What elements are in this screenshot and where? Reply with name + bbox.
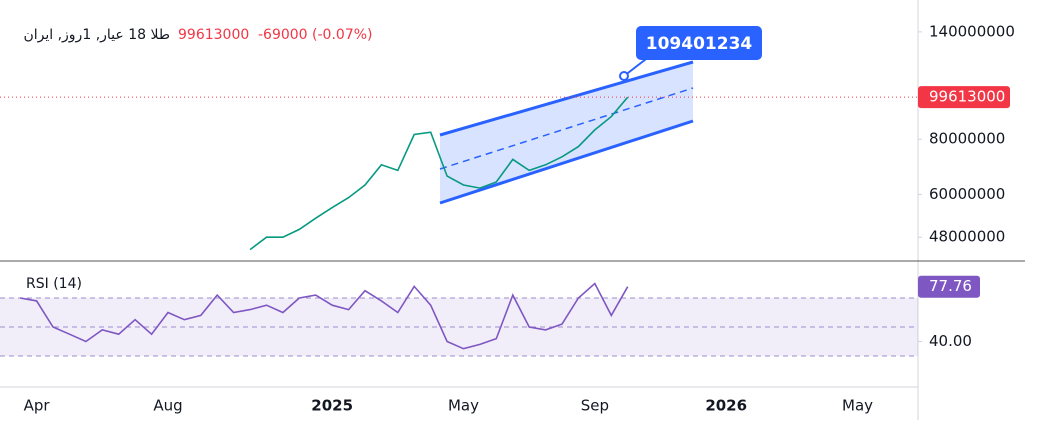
last-price-box [918, 86, 1010, 109]
channel-bottom [439, 119, 694, 205]
y-tick-label: 140000000 [929, 22, 1015, 40]
rsi-value-label: 77.76 [929, 277, 972, 295]
last-price-label: 99613000 [929, 88, 1005, 106]
x-tick-label: May [842, 397, 873, 415]
x-tick-label: 2025 [311, 397, 353, 415]
rsi-value-box [918, 275, 980, 298]
y-tick-label: 48000000 [929, 228, 1005, 246]
header-change: -69000 (-0.07%) [258, 27, 373, 43]
chart-title: طلا 18 عیار, 1روز, ایران [23, 27, 170, 43]
x-tick-label: Sep [581, 397, 609, 415]
x-tick-label: Aug [153, 397, 182, 415]
y-tick-label: 80000000 [929, 130, 1005, 148]
x-tick-label: May [448, 397, 479, 415]
callout-box [636, 26, 762, 60]
x-tick-label: Apr [24, 397, 51, 415]
y-tick-label: 40.00 [929, 332, 972, 350]
channel-mid [439, 87, 694, 170]
callout-text: 109401234 [646, 34, 753, 54]
x-tick-label: 2026 [705, 397, 747, 415]
rsi-line [20, 282, 629, 350]
price-line [249, 96, 629, 251]
channel-top [439, 60, 694, 137]
header-price: 99613000 [178, 27, 249, 43]
callout-anchor [619, 71, 629, 81]
rsi-title: RSI (14) [26, 276, 82, 292]
channel-fill [440, 62, 693, 203]
y-tick-label: 60000000 [929, 185, 1005, 203]
